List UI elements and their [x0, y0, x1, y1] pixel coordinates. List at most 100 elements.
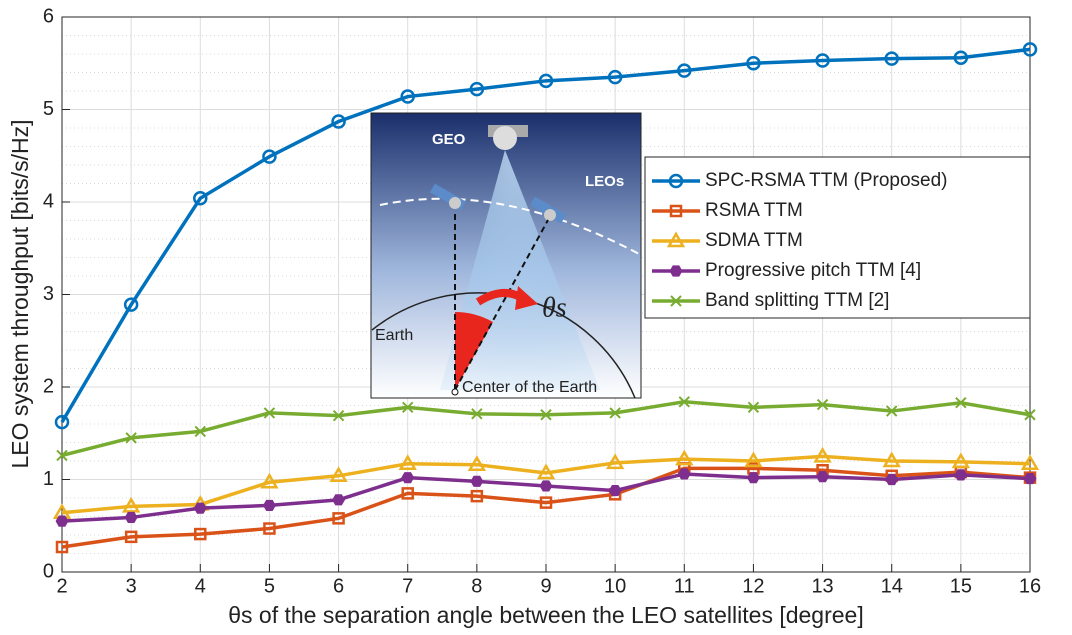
- marker: [401, 472, 415, 484]
- marker: [470, 475, 484, 487]
- leo-line: [454, 219, 549, 391]
- x-tick-label: 8: [471, 575, 482, 597]
- marker: [669, 265, 683, 277]
- marker: [816, 398, 829, 411]
- marker: [540, 409, 552, 421]
- marker: [1024, 409, 1036, 421]
- inset-diagram: GEO LEOs Earth Center of the Earth θs: [370, 112, 642, 399]
- x-tick-label: 9: [540, 575, 551, 597]
- marker: [675, 449, 694, 466]
- leo-satellite: [429, 183, 467, 211]
- x-tick-label: 7: [402, 575, 413, 597]
- marker: [538, 73, 554, 89]
- marker: [194, 425, 206, 438]
- leo-satellite: [529, 196, 567, 224]
- plot-area: [52, 42, 1040, 554]
- marker: [1020, 454, 1040, 471]
- marker: [263, 522, 276, 535]
- marker: [816, 471, 830, 483]
- y-tick-label: 1: [43, 468, 54, 490]
- x-tick-label: 13: [811, 575, 833, 597]
- legend-label: SDMA TTM: [705, 230, 803, 251]
- x-tick-label: 11: [674, 575, 695, 597]
- marker: [747, 401, 760, 414]
- marker: [55, 540, 69, 554]
- marker: [954, 469, 968, 481]
- x-tick-label: 14: [881, 575, 903, 597]
- marker: [332, 409, 345, 422]
- marker: [329, 466, 348, 483]
- marker: [813, 446, 832, 463]
- marker: [125, 432, 137, 444]
- marker: [746, 56, 761, 71]
- marker: [882, 451, 901, 468]
- marker: [332, 494, 346, 506]
- marker: [194, 527, 207, 541]
- marker: [539, 496, 553, 509]
- marker: [260, 472, 279, 489]
- marker: [1023, 472, 1037, 485]
- orbit: [379, 197, 642, 256]
- marker: [55, 515, 69, 527]
- inset-label: LEOs: [585, 173, 624, 190]
- marker: [886, 405, 898, 417]
- marker: [470, 489, 484, 503]
- y-axis-label: LEO system throughput [bits/s/Hz]: [7, 120, 33, 469]
- marker: [400, 89, 415, 104]
- y-tick-label: 4: [43, 190, 54, 212]
- inset-label: GEO: [432, 131, 466, 148]
- marker: [669, 204, 683, 218]
- marker: [953, 50, 969, 65]
- marker: [193, 502, 207, 514]
- series-line: [60, 47, 1031, 424]
- marker: [54, 414, 70, 430]
- marker: [951, 452, 971, 469]
- geo-satellite: [488, 125, 528, 150]
- marker: [884, 51, 899, 66]
- marker: [121, 496, 141, 513]
- marker: [746, 472, 760, 484]
- marker: [262, 499, 276, 511]
- marker: [668, 173, 684, 189]
- marker: [678, 396, 690, 408]
- angle-arrow-head: [515, 286, 538, 310]
- inset-label: θs: [542, 292, 567, 323]
- x-tick-label: 10: [604, 575, 626, 597]
- marker: [398, 454, 417, 471]
- legend-label: RSMA TTM: [705, 200, 803, 221]
- marker: [471, 408, 483, 420]
- marker: [536, 463, 556, 480]
- marker: [469, 81, 485, 97]
- legend: SPC-RSMA TTM (Proposed) RSMA TTM SDMA TTM P…: [644, 156, 1031, 319]
- y-tick-label: 5: [43, 98, 54, 120]
- x-tick-label: 6: [333, 575, 344, 597]
- marker: [124, 511, 138, 524]
- marker: [56, 449, 68, 462]
- marker: [608, 485, 622, 497]
- marker: [677, 468, 691, 480]
- marker: [402, 401, 414, 414]
- marker: [955, 397, 967, 409]
- earth-center: [451, 388, 459, 396]
- x-tick-label: 2: [56, 575, 67, 597]
- legend-label: Progressive pitch TTM [4]: [705, 260, 921, 281]
- inset-label: Center of the Earth: [462, 379, 597, 396]
- marker: [885, 473, 899, 486]
- marker: [744, 451, 763, 468]
- marker: [401, 487, 414, 500]
- marker: [331, 114, 346, 129]
- marker: [609, 407, 621, 419]
- inset-label: Earth: [375, 327, 413, 344]
- marker: [467, 455, 487, 471]
- angle-wedge: [455, 312, 493, 390]
- legend-label: Band splitting TTM [2]: [705, 290, 889, 311]
- x-tick-label: 4: [195, 575, 206, 597]
- y-tick-label: 0: [43, 560, 54, 582]
- marker: [262, 149, 277, 164]
- x-tick-label: 16: [1019, 575, 1041, 597]
- marker: [815, 53, 830, 68]
- legend-label: SPC-RSMA TTM (Proposed): [705, 170, 947, 191]
- marker: [123, 297, 139, 312]
- marker: [677, 63, 692, 78]
- marker: [605, 453, 625, 470]
